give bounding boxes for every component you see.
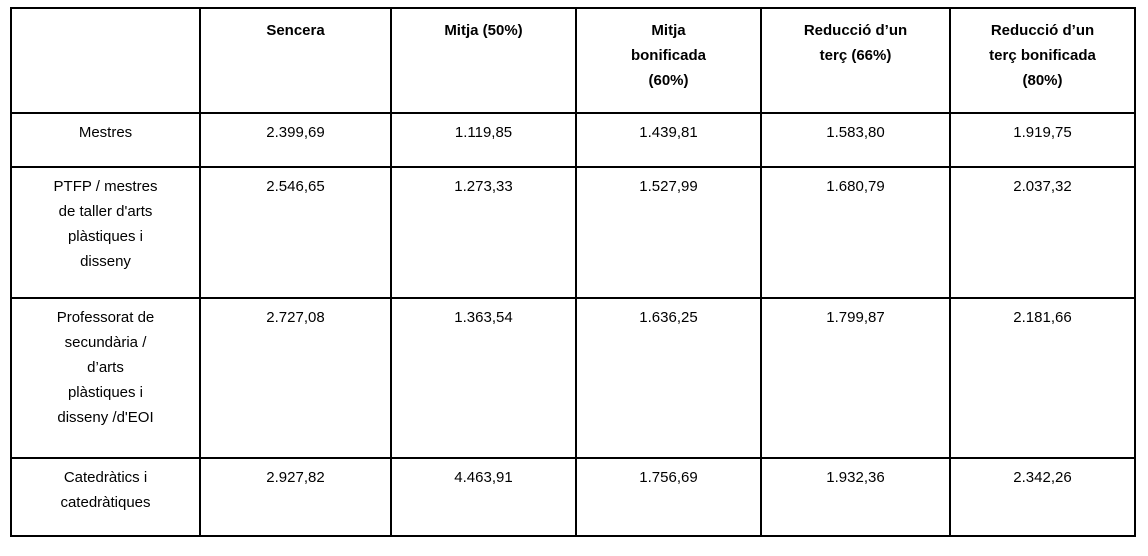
column-header-mitja-bonificada-60: Mitja bonificada (60%) bbox=[575, 7, 762, 114]
column-header-sencera: Sencera bbox=[199, 7, 392, 114]
cell-value: 2.927,82 bbox=[199, 457, 392, 537]
table-row-professorat-secundaria: Professorat de secundària / d’arts plàst… bbox=[10, 297, 1136, 459]
cell-value: 2.037,32 bbox=[949, 166, 1136, 299]
salary-reduction-table: Sencera Mitja (50%) Mitja bonificada (60… bbox=[10, 7, 1136, 537]
row-label: PTFP / mestres de taller d'arts plàstiqu… bbox=[10, 166, 201, 299]
cell-value: 1.680,79 bbox=[760, 166, 951, 299]
cell-value: 2.727,08 bbox=[199, 297, 392, 459]
cell-value: 1.583,80 bbox=[760, 112, 951, 168]
cell-value: 1.799,87 bbox=[760, 297, 951, 459]
row-label: Professorat de secundària / d’arts plàst… bbox=[10, 297, 201, 459]
cell-value: 1.919,75 bbox=[949, 112, 1136, 168]
table-row-ptfp: PTFP / mestres de taller d'arts plàstiqu… bbox=[10, 166, 1136, 299]
cell-value: 1.932,36 bbox=[760, 457, 951, 537]
cell-value: 2.181,66 bbox=[949, 297, 1136, 459]
cell-value: 1.439,81 bbox=[575, 112, 762, 168]
cell-value: 1.119,85 bbox=[390, 112, 577, 168]
cell-value: 4.463,91 bbox=[390, 457, 577, 537]
column-header-mitja-50: Mitja (50%) bbox=[390, 7, 577, 114]
cell-value: 2.342,26 bbox=[949, 457, 1136, 537]
header-row: Sencera Mitja (50%) Mitja bonificada (60… bbox=[10, 7, 1136, 114]
column-header-empty bbox=[10, 7, 201, 114]
cell-value: 1.527,99 bbox=[575, 166, 762, 299]
cell-value: 1.363,54 bbox=[390, 297, 577, 459]
cell-value: 2.546,65 bbox=[199, 166, 392, 299]
table-row-mestres: Mestres 2.399,69 1.119,85 1.439,81 1.583… bbox=[10, 112, 1136, 168]
cell-value: 2.399,69 bbox=[199, 112, 392, 168]
column-header-reduccio-terc-bonificada-80: Reducció d’un terç bonificada (80%) bbox=[949, 7, 1136, 114]
cell-value: 1.273,33 bbox=[390, 166, 577, 299]
cell-value: 1.636,25 bbox=[575, 297, 762, 459]
cell-value: 1.756,69 bbox=[575, 457, 762, 537]
table-row-catedratics: Catedràtics i catedràtiques 2.927,82 4.4… bbox=[10, 457, 1136, 537]
row-label: Catedràtics i catedràtiques bbox=[10, 457, 201, 537]
row-label: Mestres bbox=[10, 112, 201, 168]
column-header-reduccio-terc-66: Reducció d’un terç (66%) bbox=[760, 7, 951, 114]
